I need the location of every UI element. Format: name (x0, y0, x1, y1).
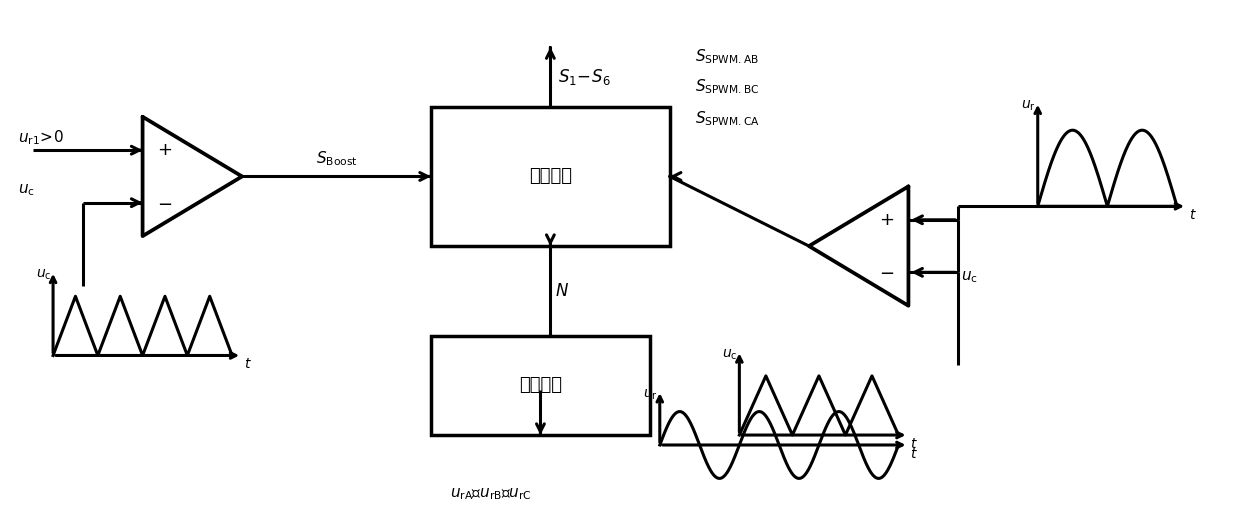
Text: $u_{\rm c}$: $u_{\rm c}$ (961, 269, 978, 285)
Text: $u_{\rm c}$: $u_{\rm c}$ (19, 182, 35, 198)
Text: $+$: $+$ (157, 141, 172, 159)
Text: 逻辑运算: 逻辑运算 (529, 167, 572, 185)
Text: $u_{\rm c}$: $u_{\rm c}$ (36, 268, 51, 282)
Text: $S_1\!-\!S_6$: $S_1\!-\!S_6$ (558, 67, 611, 87)
Text: $S_\mathrm{Boost}$: $S_\mathrm{Boost}$ (316, 150, 357, 169)
Text: $t$: $t$ (1189, 208, 1197, 222)
Text: 判定区间: 判定区间 (518, 376, 562, 394)
Text: $S_\mathrm{SPWM.AB}$: $S_\mathrm{SPWM.AB}$ (694, 48, 759, 67)
Text: $-$: $-$ (879, 263, 894, 281)
Text: $u_{\rm c}$: $u_{\rm c}$ (722, 347, 738, 362)
Text: $+$: $+$ (879, 211, 894, 229)
Text: $t$: $t$ (244, 358, 252, 372)
Text: $N$: $N$ (556, 282, 569, 300)
Text: $t$: $t$ (910, 447, 919, 461)
Bar (432, 335, 650, 435)
Text: $S_\mathrm{SPWM.CA}$: $S_\mathrm{SPWM.CA}$ (694, 109, 759, 128)
Text: $u_{\rm r}$: $u_{\rm r}$ (1021, 99, 1035, 113)
Text: $t$: $t$ (910, 437, 919, 451)
Bar (432, 107, 670, 246)
Text: $S_\mathrm{SPWM.BC}$: $S_\mathrm{SPWM.BC}$ (694, 77, 759, 96)
Text: $u_{\rm r1}\!>\!0$: $u_{\rm r1}\!>\!0$ (19, 128, 64, 147)
Text: $u_{\rm rA}$、$u_{\rm rB}$、$u_{\rm rC}$: $u_{\rm rA}$、$u_{\rm rB}$、$u_{\rm rC}$ (450, 487, 532, 503)
Text: $u_{\rm r}$: $u_{\rm r}$ (644, 388, 657, 401)
Text: $-$: $-$ (157, 194, 172, 212)
